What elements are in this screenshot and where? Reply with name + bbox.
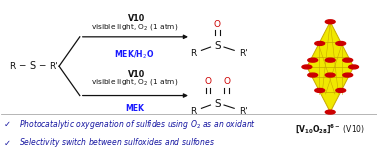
Text: MEK: MEK [125, 104, 144, 113]
Circle shape [325, 58, 335, 62]
Text: O: O [214, 19, 221, 29]
Text: R: R [190, 107, 196, 116]
Circle shape [349, 65, 358, 69]
Text: ✓: ✓ [4, 138, 11, 147]
Text: visible light, O$_2$ (1 atm): visible light, O$_2$ (1 atm) [91, 22, 178, 32]
Text: ✓: ✓ [4, 120, 11, 129]
Text: R': R' [239, 49, 248, 58]
Text: $\mathbf{[V_{10}O_{28}]^{6-}}$ (V10): $\mathbf{[V_{10}O_{28}]^{6-}}$ (V10) [295, 123, 365, 136]
Text: R: R [9, 62, 15, 71]
Circle shape [308, 58, 318, 62]
Text: $\mathit{Photocatalytic\ oxygenation\ of\ sulfides\ using\ O_2\ as\ an\ oxidant}: $\mathit{Photocatalytic\ oxygenation\ of… [19, 118, 256, 131]
Circle shape [336, 41, 345, 45]
Text: ─: ─ [39, 62, 45, 71]
Circle shape [343, 58, 353, 62]
Circle shape [302, 65, 312, 69]
Text: MEK/H$_2$O: MEK/H$_2$O [114, 48, 155, 61]
Text: V10: V10 [128, 70, 145, 79]
Text: S: S [214, 99, 220, 109]
Text: O: O [223, 78, 230, 86]
Text: V10: V10 [128, 14, 145, 23]
Text: S: S [29, 61, 36, 71]
Circle shape [325, 110, 335, 114]
Circle shape [325, 73, 335, 77]
Text: R': R' [49, 62, 58, 71]
Text: R: R [190, 49, 196, 58]
Text: ─: ─ [19, 62, 24, 71]
Text: S: S [214, 41, 220, 51]
Circle shape [315, 88, 325, 92]
Circle shape [315, 41, 325, 45]
Circle shape [325, 20, 335, 24]
Circle shape [308, 73, 318, 77]
Text: visible light, O$_2$ (1 atm): visible light, O$_2$ (1 atm) [91, 77, 178, 87]
Polygon shape [307, 22, 353, 112]
Text: R': R' [239, 107, 248, 116]
Circle shape [336, 88, 345, 92]
Text: $\mathit{Selectivity\ switch\ between\ sulfoxides\ and\ sulfones}$: $\mathit{Selectivity\ switch\ between\ s… [19, 136, 215, 149]
Circle shape [343, 73, 353, 77]
Text: O: O [204, 78, 211, 86]
